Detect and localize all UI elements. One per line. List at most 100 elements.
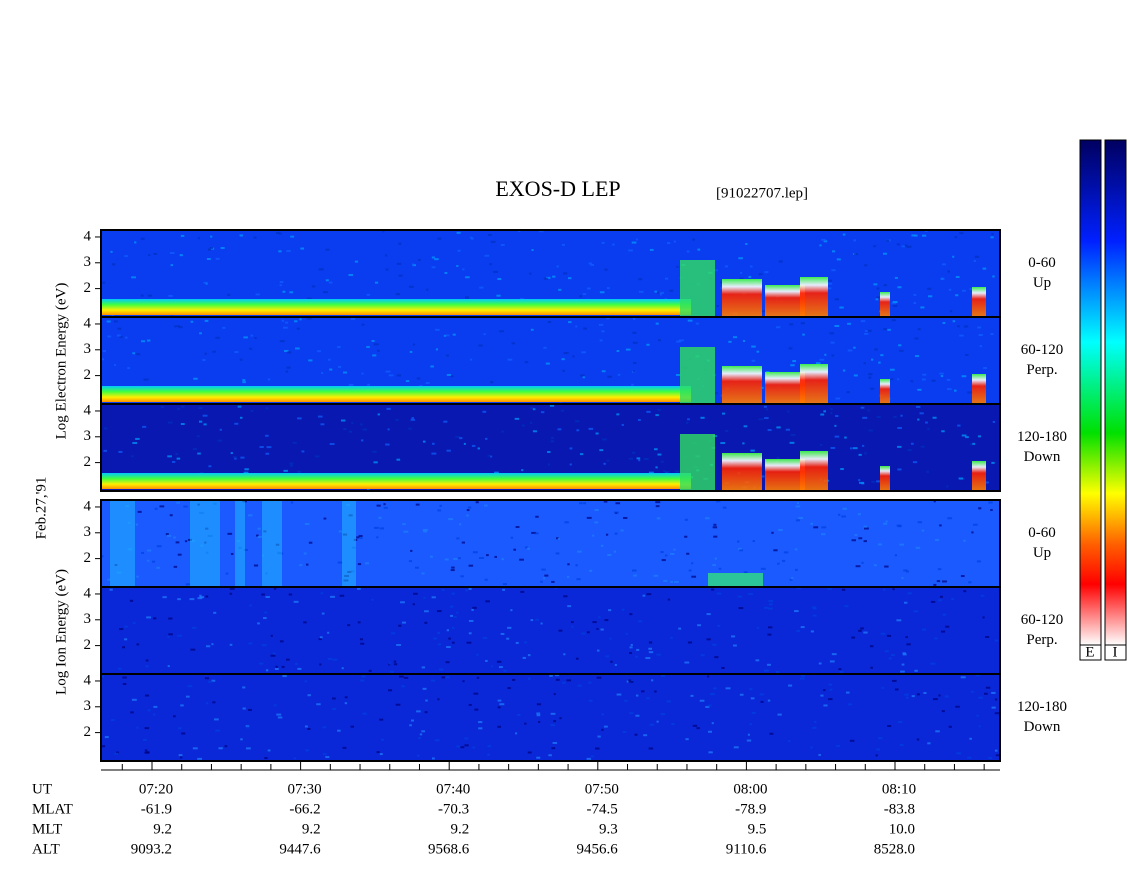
texture bbox=[752, 540, 755, 543]
texture bbox=[306, 297, 312, 300]
texture bbox=[673, 240, 676, 243]
texture bbox=[144, 694, 150, 697]
texture bbox=[811, 606, 817, 609]
texture bbox=[864, 452, 867, 455]
texture bbox=[932, 698, 938, 701]
texture bbox=[853, 253, 858, 256]
y-tick-label: 2 bbox=[84, 724, 92, 740]
texture bbox=[896, 619, 902, 622]
texture bbox=[691, 575, 697, 578]
texture bbox=[239, 234, 243, 237]
texture bbox=[282, 290, 286, 293]
texture bbox=[788, 684, 793, 687]
texture bbox=[838, 668, 842, 671]
texture bbox=[910, 442, 914, 445]
texture bbox=[842, 369, 846, 372]
texture bbox=[192, 747, 198, 750]
texture bbox=[810, 522, 813, 525]
texture bbox=[863, 362, 866, 365]
texture bbox=[614, 663, 617, 666]
texture bbox=[325, 279, 329, 282]
texture bbox=[963, 539, 966, 542]
y-tick-label: 2 bbox=[84, 637, 92, 653]
texture bbox=[187, 538, 193, 541]
texture bbox=[413, 592, 418, 595]
texture bbox=[540, 580, 543, 583]
texture bbox=[840, 468, 844, 471]
y-tick-label: 3 bbox=[84, 698, 92, 714]
texture bbox=[858, 537, 863, 540]
texture bbox=[254, 337, 257, 340]
texture bbox=[283, 469, 288, 472]
texture bbox=[259, 446, 264, 449]
orbit-value: 8528.0 bbox=[874, 841, 915, 857]
texture bbox=[606, 459, 610, 462]
texture bbox=[697, 624, 702, 627]
texture bbox=[277, 716, 283, 719]
texture bbox=[788, 347, 793, 350]
texture bbox=[459, 523, 462, 526]
texture bbox=[398, 242, 402, 245]
texture bbox=[933, 583, 937, 586]
texture bbox=[917, 328, 921, 331]
texture bbox=[980, 333, 983, 336]
energy-band bbox=[101, 473, 691, 489]
texture bbox=[530, 619, 534, 622]
texture bbox=[636, 457, 641, 460]
texture bbox=[524, 641, 528, 644]
texture bbox=[152, 560, 156, 563]
texture bbox=[747, 733, 750, 736]
texture bbox=[248, 642, 253, 645]
texture bbox=[243, 336, 248, 339]
texture bbox=[281, 319, 285, 322]
texture bbox=[134, 241, 137, 244]
texture bbox=[478, 721, 483, 724]
texture bbox=[860, 406, 865, 409]
texture bbox=[373, 461, 378, 464]
texture bbox=[446, 373, 451, 376]
texture bbox=[847, 349, 853, 352]
texture bbox=[625, 348, 631, 351]
colorbar-box bbox=[1079, 644, 1102, 661]
texture bbox=[884, 565, 889, 568]
texture bbox=[507, 687, 511, 690]
texture bbox=[743, 425, 748, 428]
texture bbox=[458, 557, 461, 560]
energy-blob bbox=[800, 364, 828, 404]
texture bbox=[465, 276, 470, 279]
texture bbox=[758, 273, 763, 276]
texture bbox=[594, 521, 599, 524]
texture bbox=[154, 507, 158, 510]
texture bbox=[351, 421, 354, 424]
texture bbox=[555, 552, 560, 555]
texture bbox=[831, 653, 837, 656]
texture bbox=[141, 340, 146, 343]
texture bbox=[740, 271, 743, 274]
texture bbox=[494, 555, 497, 558]
texture bbox=[566, 679, 572, 682]
texture bbox=[653, 448, 658, 451]
texture bbox=[957, 325, 960, 328]
texture bbox=[540, 622, 543, 625]
texture bbox=[864, 264, 868, 267]
texture bbox=[812, 726, 817, 729]
texture bbox=[646, 410, 651, 413]
texture bbox=[308, 359, 313, 362]
texture bbox=[990, 333, 994, 336]
texture bbox=[985, 635, 990, 638]
texture bbox=[787, 410, 790, 413]
orbit-value: 9.2 bbox=[302, 821, 321, 837]
texture bbox=[659, 293, 663, 296]
orbit-value: -61.9 bbox=[141, 801, 172, 817]
texture bbox=[279, 281, 284, 284]
texture bbox=[835, 415, 839, 418]
texture bbox=[264, 611, 268, 614]
texture bbox=[630, 643, 633, 646]
texture bbox=[487, 745, 492, 748]
texture bbox=[318, 268, 324, 271]
texture bbox=[286, 250, 291, 253]
texture bbox=[553, 720, 557, 723]
texture bbox=[531, 531, 537, 534]
texture bbox=[229, 643, 233, 646]
texture bbox=[293, 757, 296, 760]
